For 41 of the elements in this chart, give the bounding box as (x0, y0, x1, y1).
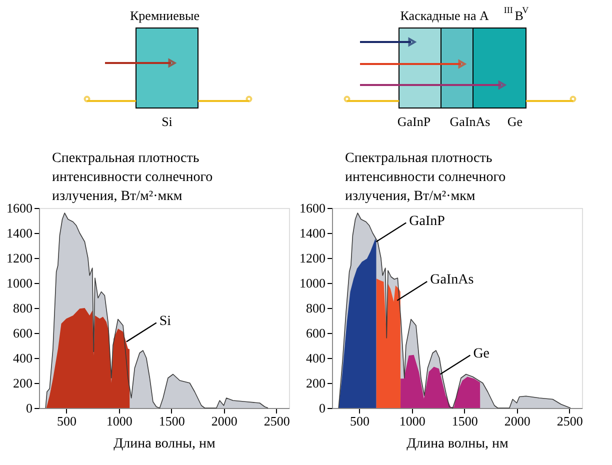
y-tick-label: 600 (13, 326, 32, 340)
x-tick-label: 500 (57, 414, 77, 428)
y-tick-label: 1600 (6, 200, 32, 216)
text: Ge (507, 114, 523, 129)
text: GaInAs (450, 114, 490, 129)
y-tick-label: 1400 (300, 226, 326, 240)
y-tick-label: 400 (13, 350, 32, 366)
x-tick-label: 1500 (158, 414, 185, 428)
x-axis-title: Длина волны, нм (406, 436, 509, 452)
y-tick-label: 800 (306, 300, 326, 316)
y-tick-label: 200 (13, 376, 32, 390)
y-axis-title: Спектральная плотность интенсивности солнечного излучения, Вт/м²·мкм (345, 151, 506, 204)
x-tick-label: 500 (350, 414, 370, 428)
y-tick-label: 1000 (6, 276, 32, 290)
text: GaInP (397, 114, 431, 129)
annotation: Ge (473, 346, 490, 362)
y-tick-label: 600 (306, 326, 326, 340)
y-tick-label: 1000 (300, 276, 326, 290)
y-tick-label: 1200 (6, 250, 32, 266)
x-tick-label: 1500 (452, 414, 478, 428)
annotation: Si (159, 314, 172, 329)
x-tick-label: 1000 (106, 414, 132, 428)
y-tick-label: 1200 (300, 250, 326, 266)
x-tick-label: 2500 (556, 414, 583, 428)
y-tick-label: 1600 (300, 200, 326, 216)
annotation: GaInP (409, 214, 446, 229)
x-tick-label: 2500 (264, 414, 290, 428)
x-axis-title: Длина волны, нм (114, 436, 216, 452)
y-tick-label: 0 (319, 400, 326, 416)
text: Si (162, 114, 173, 129)
y-tick-label: 400 (306, 350, 326, 366)
x-tick-label: 2000 (504, 414, 530, 428)
y-tick-label: 0 (26, 400, 32, 416)
x-tick-label: 1000 (399, 414, 426, 428)
y-tick-label: 1400 (6, 226, 32, 240)
text: Кремниевые (130, 8, 200, 23)
y-axis-title: Спектральная плотность интенсивности солнечного излучения, Вт/м²·мкм (52, 151, 213, 204)
y-tick-label: 800 (13, 300, 32, 316)
x-tick-label: 2000 (211, 414, 238, 428)
y-tick-label: 200 (306, 376, 326, 390)
annotation: GaInAs (430, 272, 474, 288)
